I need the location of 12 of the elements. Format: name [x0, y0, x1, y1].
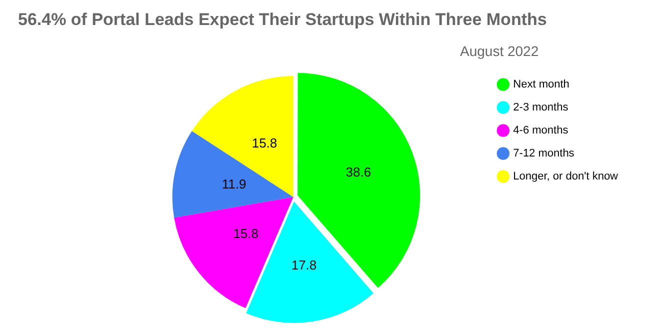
- data-label: 15.8: [252, 135, 278, 150]
- legend-label: Longer, or don't know: [513, 170, 618, 183]
- data-label: 11.9: [222, 176, 246, 192]
- chart-subtitle: August 2022: [460, 43, 539, 59]
- legend-label: Next month: [513, 78, 570, 91]
- legend-label: 2-3 months: [513, 102, 569, 114]
- legend-label: 4-6 months: [513, 124, 569, 137]
- data-label: 15.8: [233, 226, 258, 242]
- legend-label: 7-12 months: [513, 148, 575, 160]
- data-label: 17.8: [291, 257, 317, 272]
- chart-title: 56.4% of Portal Leads Expect Their Startups Within Three Months: [18, 10, 547, 30]
- data-label: 38.6: [346, 164, 372, 180]
